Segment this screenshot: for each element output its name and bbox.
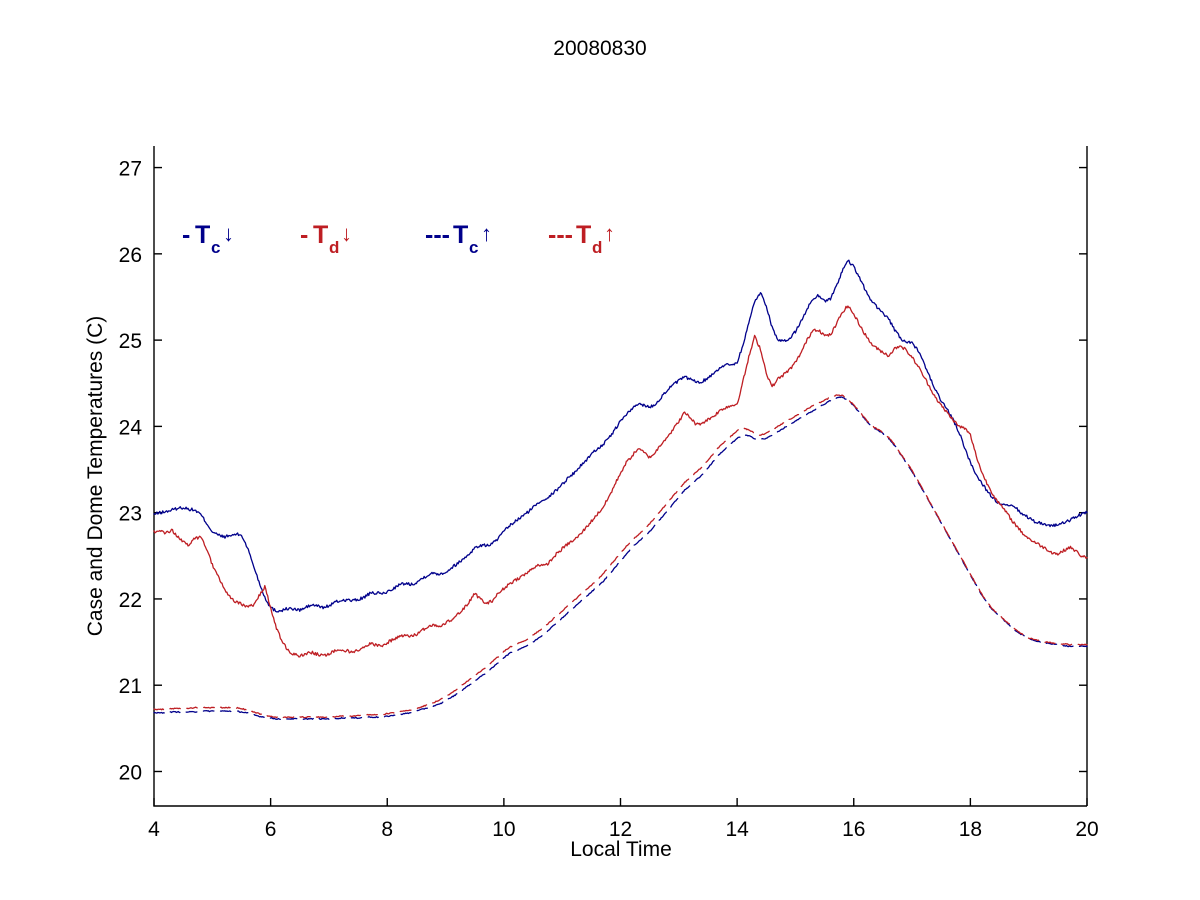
- legend-subscript: c: [469, 238, 478, 257]
- series-Tc_down: [153, 259, 1088, 613]
- legend-arrow-icon: ↑: [481, 221, 492, 246]
- legend-arrow-icon: ↑: [604, 221, 615, 246]
- y-tick-label: 23: [119, 503, 142, 526]
- x-tick-label: 20: [1075, 818, 1098, 841]
- x-tick-label: 8: [381, 818, 393, 841]
- x-axis-label: Local Time: [570, 838, 672, 861]
- legend-subscript: d: [329, 238, 339, 257]
- x-tick-label: 12: [609, 818, 632, 841]
- legend-dash-glyph: -: [182, 221, 190, 249]
- x-tick-label: 16: [842, 818, 865, 841]
- legend-symbol: T: [453, 221, 468, 249]
- legend-arrow-icon: ↓: [341, 221, 352, 246]
- legend-subscript: c: [211, 238, 220, 257]
- data-series-group: [153, 259, 1088, 721]
- y-axis-label: Case and Dome Temperatures (C): [84, 316, 107, 637]
- series-Tc_up: [153, 396, 1088, 721]
- legend-symbol: T: [576, 221, 591, 249]
- y-tick-label: 24: [119, 416, 143, 439]
- axis-tick-labels: 4 6 8 10 12 14 16 18 20 20 21 22 23 24 25 26 27: [119, 158, 1099, 841]
- axes-frame: [153, 146, 1088, 807]
- legend-subscript: d: [592, 238, 602, 257]
- x-tick-label: 10: [492, 818, 515, 841]
- y-tick-label: 27: [119, 158, 142, 181]
- series-Td_down: [153, 305, 1088, 658]
- legend-symbol: T: [313, 221, 328, 249]
- x-tick-label: 4: [148, 818, 160, 841]
- chart-title: 20080830: [553, 37, 646, 60]
- y-tick-label: 21: [119, 675, 142, 698]
- y-tick-label: 20: [119, 761, 142, 784]
- legend-arrow-icon: ↓: [223, 221, 234, 246]
- x-tick-label: 14: [725, 818, 749, 841]
- x-tick-label: 18: [959, 818, 982, 841]
- legend-dash-glyph: ---: [548, 221, 573, 249]
- y-tick-label: 25: [119, 330, 142, 353]
- x-tick-label: 6: [265, 818, 277, 841]
- axis-ticks: [153, 166, 1088, 806]
- legend-symbol: T: [195, 221, 210, 249]
- legend-dash-glyph: ---: [425, 221, 450, 249]
- series-Td_up: [153, 394, 1088, 719]
- y-tick-label: 26: [119, 244, 142, 267]
- y-tick-label: 22: [119, 589, 142, 612]
- legend-dash-glyph: -: [300, 221, 308, 249]
